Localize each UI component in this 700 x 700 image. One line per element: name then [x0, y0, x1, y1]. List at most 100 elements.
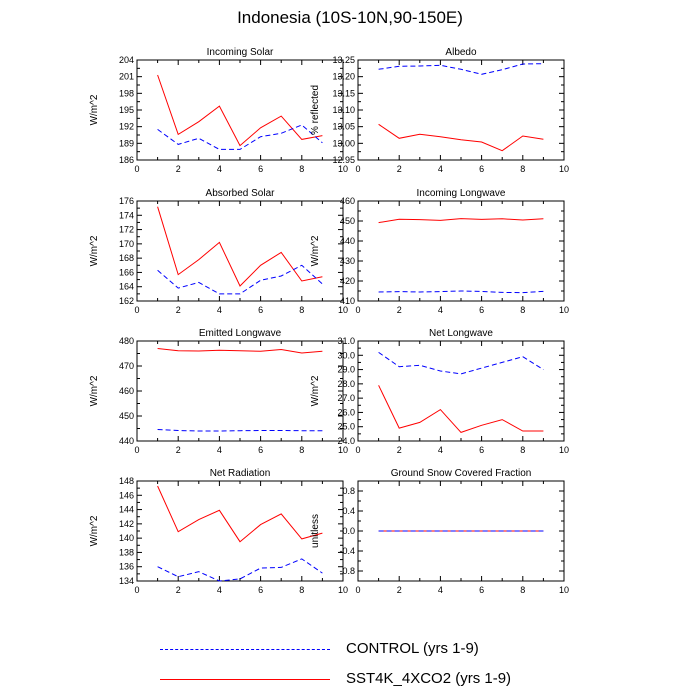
- series-control-line: [157, 558, 323, 582]
- x-tick-label: 8: [520, 445, 525, 455]
- panel-frame: [357, 200, 565, 302]
- x-tick-label: 8: [520, 164, 525, 174]
- y-tick-label: 192: [119, 122, 134, 132]
- y-tick-label: 29.0: [337, 365, 355, 375]
- x-tick-label: 8: [299, 445, 304, 455]
- x-tick-label: 4: [217, 164, 222, 174]
- y-axis-label: W/m^2: [89, 515, 100, 546]
- y-tick-label: 136: [119, 562, 134, 572]
- panel-title: Incoming Solar: [207, 47, 274, 58]
- x-tick-label: 8: [299, 305, 304, 315]
- y-tick-label: 30.0: [337, 350, 355, 360]
- x-tick-label: 10: [559, 305, 569, 315]
- y-tick-label: 460: [119, 386, 134, 396]
- legend-label-sst4k: SST4K_4XCO2 (yrs 1-9): [346, 670, 512, 687]
- y-axis-label: unitless: [310, 514, 321, 548]
- x-tick-label: 2: [176, 305, 181, 315]
- series-sst4k-line: [378, 385, 544, 433]
- y-tick-label: 134: [119, 576, 134, 586]
- y-tick-label: 0.8: [342, 486, 355, 496]
- panel-8: Ground Snow Covered Fraction unitless 0 2 4 6…: [310, 468, 569, 595]
- x-tick-label: 0: [355, 585, 360, 595]
- y-tick-label: 172: [119, 225, 134, 235]
- y-axis-label: W/m^2: [310, 235, 321, 266]
- y-tick-label: 170: [119, 239, 134, 249]
- y-tick-label: 28.0: [337, 379, 355, 389]
- y-axis-label: W/m^2: [89, 94, 100, 125]
- y-tick-label: 186: [119, 155, 134, 165]
- panel-1: Incoming Solar W/m^2 0 2 4 6 8 10 186 189 192 195 19…: [89, 47, 348, 174]
- x-tick-label: 6: [258, 305, 263, 315]
- y-tick-label: 440: [340, 236, 355, 246]
- y-axis-label: W/m^2: [89, 235, 100, 266]
- x-tick-label: 0: [134, 585, 139, 595]
- x-tick-label: 10: [559, 164, 569, 174]
- y-tick-label: 480: [119, 336, 134, 346]
- series-control-line: [378, 351, 544, 375]
- y-tick-label: 13.20: [332, 72, 355, 82]
- series-control-line: [157, 264, 323, 295]
- panel-7: Net Radiation W/m^2 0 2 4 6 8 10 134 136 138 140 142…: [89, 468, 348, 595]
- legend-label-control: CONTROL (yrs 1-9): [346, 640, 479, 657]
- x-tick-label: 0: [134, 305, 139, 315]
- panel-frame: [357, 59, 565, 161]
- y-tick-label: 13.05: [332, 122, 355, 132]
- series-sst4k-line: [378, 218, 544, 224]
- y-tick-label: 450: [119, 411, 134, 421]
- x-tick-label: 8: [520, 305, 525, 315]
- y-tick-label: 142: [119, 519, 134, 529]
- x-tick-label: 0: [355, 305, 360, 315]
- x-tick-label: 6: [258, 445, 263, 455]
- legend-item-sst4k: SST4K_4XCO2 (yrs 1-9): [160, 668, 580, 692]
- y-tick-label: 13.10: [332, 105, 355, 115]
- legend-item-control: CONTROL (yrs 1-9): [160, 638, 580, 662]
- y-tick-label: -0.4: [339, 546, 355, 556]
- x-tick-label: 4: [438, 585, 443, 595]
- x-tick-label: 2: [397, 305, 402, 315]
- series-control-line: [157, 124, 323, 150]
- y-tick-label: 26.0: [337, 407, 355, 417]
- panel-title: Emitted Longwave: [199, 328, 282, 339]
- y-tick-label: 140: [119, 533, 134, 543]
- x-tick-label: 10: [338, 305, 348, 315]
- x-tick-label: 8: [299, 585, 304, 595]
- y-tick-label: 470: [119, 361, 134, 371]
- x-tick-label: 6: [479, 305, 484, 315]
- panel-title: Albedo: [445, 47, 477, 58]
- y-tick-label: 12.95: [332, 155, 355, 165]
- y-tick-label: 189: [119, 138, 134, 148]
- panel-title: Net Longwave: [429, 328, 493, 339]
- y-tick-label: 460: [340, 196, 355, 206]
- x-tick-label: 4: [438, 445, 443, 455]
- y-tick-label: -0.8: [339, 566, 355, 576]
- x-tick-label: 2: [397, 164, 402, 174]
- series-sst4k-line: [157, 74, 323, 147]
- y-tick-label: 31.0: [337, 336, 355, 346]
- panel-frame: [357, 340, 565, 442]
- series-sst4k-line: [157, 485, 323, 543]
- x-tick-label: 4: [438, 164, 443, 174]
- y-tick-label: 0.4: [342, 506, 355, 516]
- y-tick-label: 25.0: [337, 422, 355, 432]
- y-tick-label: 162: [119, 296, 134, 306]
- y-tick-label: 430: [340, 256, 355, 266]
- x-tick-label: 6: [479, 164, 484, 174]
- series-control-line: [378, 63, 544, 75]
- y-tick-label: 164: [119, 282, 134, 292]
- x-tick-label: 4: [438, 305, 443, 315]
- panel-title: Ground Snow Covered Fraction: [391, 468, 532, 479]
- y-tick-label: 148: [119, 476, 134, 486]
- y-tick-label: 168: [119, 253, 134, 263]
- x-tick-label: 10: [338, 585, 348, 595]
- y-axis-label: W/m^2: [310, 375, 321, 406]
- y-tick-label: 0.0: [342, 526, 355, 536]
- y-tick-label: 176: [119, 196, 134, 206]
- x-tick-label: 6: [258, 585, 263, 595]
- panel-title: Incoming Longwave: [417, 188, 506, 199]
- y-tick-label: 166: [119, 267, 134, 277]
- x-tick-label: 4: [217, 445, 222, 455]
- y-tick-label: 144: [119, 505, 134, 515]
- x-tick-label: 8: [520, 585, 525, 595]
